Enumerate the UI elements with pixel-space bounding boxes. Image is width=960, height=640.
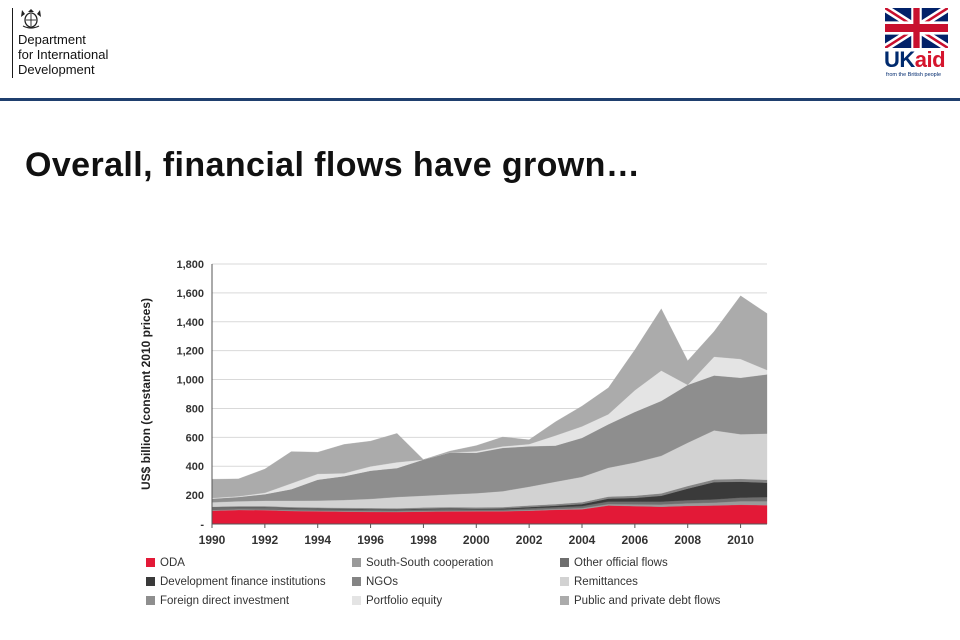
y-axis-title: US$ billion (constant 2010 prices)	[139, 298, 153, 490]
slide-title: Overall, financial flows have grown…	[25, 146, 641, 184]
x-tick-label: 1998	[410, 533, 437, 547]
legend-swatch	[560, 558, 569, 567]
legend-swatch	[560, 596, 569, 605]
x-tick-label: 1994	[304, 533, 331, 547]
ukaid-aid: aid	[914, 47, 946, 72]
x-tick-label: 2000	[463, 533, 490, 547]
legend-swatch	[352, 558, 361, 567]
y-tick-label: 400	[186, 461, 204, 473]
y-tick-label: -	[200, 519, 204, 531]
x-tick-label: 2006	[622, 533, 649, 547]
legend-label: ODA	[160, 557, 185, 569]
financial-flows-chart: - 200 400 600 800 1,000 1,200 1,400 1,600 1,800 19…	[139, 259, 768, 607]
legend-label: Development finance institutions	[160, 576, 326, 588]
y-tick-label: 800	[186, 403, 204, 415]
area-public-and-private-debt-flows	[211, 295, 768, 499]
legend-label: Foreign direct investment	[160, 595, 290, 607]
legend-label: Other official flows	[574, 557, 668, 569]
y-tick-label: 200	[186, 490, 204, 502]
legend-label: Remittances	[574, 576, 638, 588]
dfid-line-3: Development	[18, 62, 95, 77]
header-rule	[0, 98, 960, 101]
x-tick-label: 1996	[357, 533, 384, 547]
dfid-line-2: for International	[18, 47, 109, 62]
x-tick-label: 2002	[516, 533, 543, 547]
legend-label: Portfolio equity	[366, 595, 442, 607]
dfid-line-1: Department	[18, 32, 86, 47]
ukaid-tagline: from the British people	[886, 72, 942, 78]
legend-swatch	[560, 577, 569, 586]
legend-swatch	[146, 558, 155, 567]
x-tick-label: 2008	[674, 533, 701, 547]
ukaid-wordmark: UKaid	[884, 47, 946, 72]
x-tick-label: 2010	[727, 533, 754, 547]
slide-header: Department for International Development…	[0, 0, 960, 100]
y-tick-label: 1,200	[176, 346, 204, 358]
legend-label: NGOs	[366, 576, 398, 588]
legend-swatch	[352, 577, 361, 586]
y-tick-label: 1,600	[176, 288, 204, 300]
royal-crest-icon	[21, 9, 41, 29]
ukaid-uk: UK	[884, 47, 915, 72]
y-tick-label: 600	[186, 432, 204, 444]
y-tick-label: 1,000	[176, 375, 204, 387]
x-tick-label: 1992	[252, 533, 279, 547]
y-tick-label: 1,400	[176, 317, 204, 329]
ukaid-logo: UKaid from the British people	[884, 8, 950, 80]
x-tick-label: 2004	[569, 533, 596, 547]
union-flag-icon	[885, 8, 948, 48]
x-tick-label: 1990	[199, 533, 226, 547]
legend-swatch	[146, 577, 155, 586]
dfid-logo: Department for International Development	[12, 8, 108, 78]
legend-swatch	[352, 596, 361, 605]
y-tick-label: 1,800	[176, 259, 204, 271]
legend-label: Public and private debt flows	[574, 595, 721, 607]
legend-swatch	[146, 596, 155, 605]
legend-label: South-South cooperation	[366, 557, 493, 569]
